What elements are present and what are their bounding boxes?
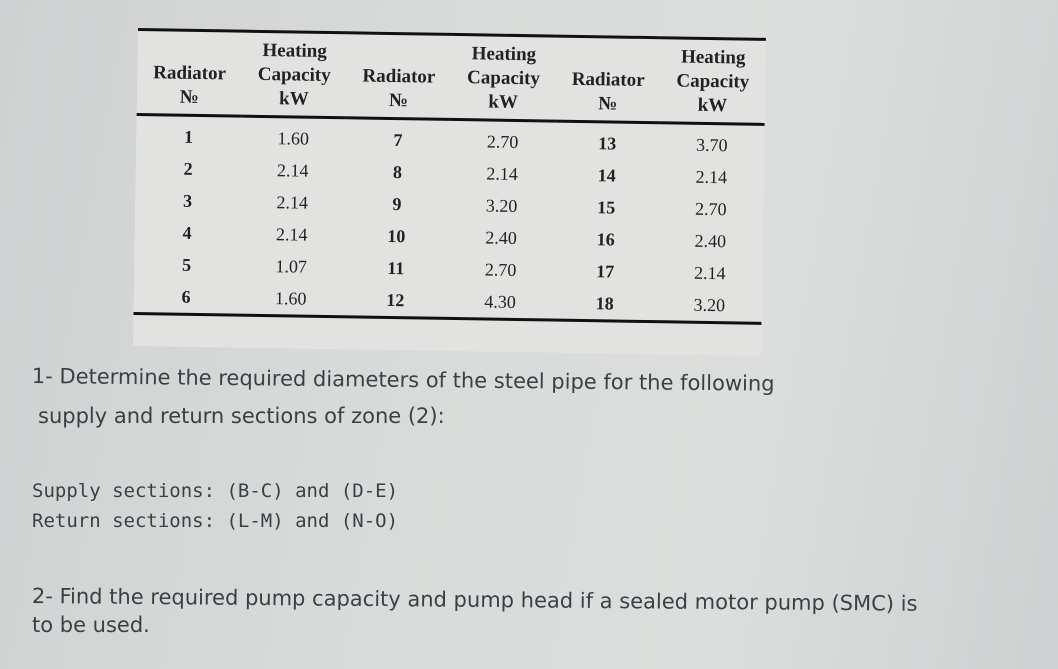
column-header-line3: kW — [697, 94, 728, 117]
question-2-line-2: to be used. — [32, 613, 150, 637]
column-header-line1: Heating — [262, 39, 327, 62]
column-header-line2: Capacity — [257, 63, 331, 87]
heating-capacity-cell: 2.14 — [276, 160, 309, 181]
question-2-line-1: 2- Find the required pump capacity and p… — [31, 584, 918, 616]
radiator-number-cell: 5 — [181, 254, 192, 275]
column-header-line1 — [351, 40, 448, 66]
heating-capacity-cell: 2.40 — [485, 227, 517, 248]
heating-capacity-cell: 2.14 — [693, 262, 726, 284]
radiator-table-container: Radiator № Heating Capacity kW Radiator № Heat… — [133, 28, 766, 356]
return-sections: Return sections: (L-M) and (N-O) — [32, 510, 399, 532]
radiator-number-cell: 10 — [387, 225, 406, 247]
heating-capacity-cell: 2.70 — [694, 198, 727, 220]
column-header: Radiator № — [346, 33, 452, 120]
radiator-number-cell: 11 — [387, 257, 405, 279]
heating-capacity-cell: 2.14 — [275, 224, 308, 245]
column-header: Radiator № — [555, 36, 661, 123]
column-header-line2: Capacity — [676, 70, 750, 93]
radiator-number-cell: 2 — [183, 158, 193, 179]
heating-capacity-cell: 2.70 — [486, 131, 519, 152]
column-header-line2: Radiator — [362, 65, 436, 88]
supply-sections: Supply sections: (B-C) and (D-E) — [32, 480, 399, 502]
heating-capacity-cell: 1.07 — [275, 256, 308, 277]
radiator-number-cell: 3 — [182, 190, 193, 211]
radiator-number-cell: 16 — [596, 229, 615, 250]
column-header-line3: № — [179, 86, 199, 108]
radiator-number-cell: 14 — [597, 165, 616, 186]
radiator-number-cell: 13 — [598, 133, 617, 154]
column-header-line1 — [141, 37, 238, 63]
table-body: 1 1.60 7 2.70 13 3.70 2 2.14 8 2.14 14 2.14 3 2.14 9 3.… — [133, 114, 765, 324]
heating-capacity-cell: 1.60 — [274, 288, 307, 309]
question-1-line-2: supply and return sections of zone (2): — [38, 404, 445, 428]
column-header: Heating Capacity kW — [660, 38, 766, 125]
column-header-line1 — [560, 44, 657, 70]
heating-capacity-cell: 1.60 — [277, 128, 310, 149]
radiator-number-cell: 6 — [181, 286, 191, 307]
column-header-line1: Heating — [471, 43, 537, 66]
heating-capacity-cell: 3.20 — [693, 294, 726, 316]
column-header-line3: kW — [278, 88, 309, 110]
column-header-line1: Heating — [680, 46, 746, 69]
heating-capacity-cell: 2.14 — [486, 163, 518, 184]
column-header-line3: kW — [488, 91, 519, 113]
heating-capacity-cell: 2.40 — [694, 230, 727, 252]
heating-capacity-cell: 4.30 — [484, 291, 516, 312]
radiator-number-cell: 17 — [596, 261, 615, 282]
heating-capacity-cell: 2.70 — [484, 259, 517, 280]
heating-capacity-cell: 3.70 — [695, 134, 728, 156]
column-header: Radiator № — [137, 29, 243, 116]
radiator-number-cell: 15 — [597, 197, 616, 218]
column-header: Heating Capacity kW — [451, 34, 557, 121]
radiator-number-cell: 4 — [182, 222, 192, 243]
table-header-row: Radiator № Heating Capacity kW Radiator № Heat… — [136, 29, 766, 125]
column-header-line2: Radiator — [153, 62, 227, 85]
radiator-capacity-table: Radiator № Heating Capacity kW Radiator № Heat… — [133, 28, 766, 325]
column-header-line3: № — [388, 89, 409, 112]
radiator-number-cell: 8 — [392, 162, 403, 183]
column-header-line3: № — [598, 93, 618, 115]
radiator-number-cell: 7 — [393, 130, 403, 151]
heating-capacity-cell: 2.14 — [695, 166, 728, 188]
radiator-number-cell: 1 — [183, 126, 194, 147]
question-1-line-1: 1- Determine the required diameters of t… — [31, 364, 775, 396]
column-header-line2: Capacity — [466, 67, 541, 90]
radiator-number-cell: 18 — [595, 293, 614, 314]
radiator-number-cell: 12 — [386, 289, 405, 311]
heating-capacity-cell: 3.20 — [485, 195, 518, 216]
heating-capacity-cell: 2.14 — [276, 192, 309, 213]
radiator-number-cell: 9 — [392, 194, 402, 215]
column-header-line2: Radiator — [571, 68, 645, 91]
column-header: Heating Capacity kW — [241, 31, 347, 118]
